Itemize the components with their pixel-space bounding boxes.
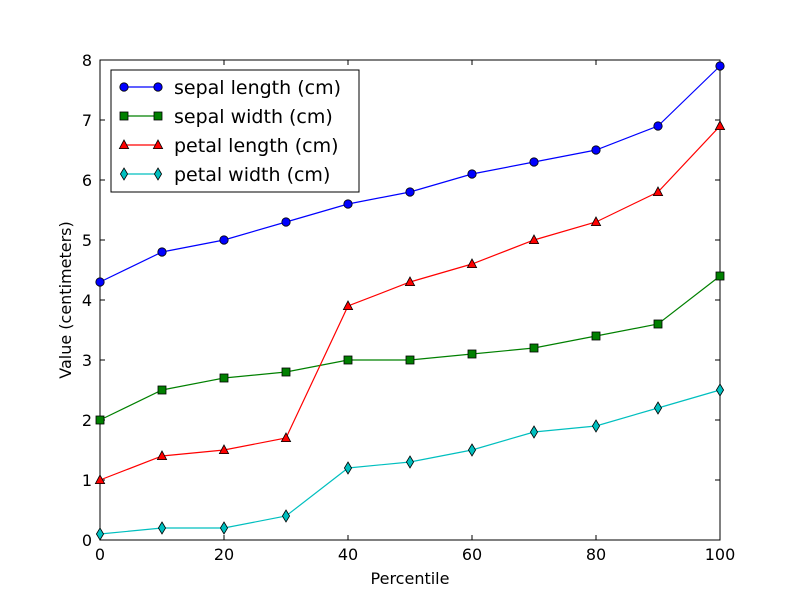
y-tick-label: 7 — [82, 111, 92, 130]
series-group — [94, 61, 726, 541]
data-point — [591, 145, 601, 155]
data-point — [343, 461, 353, 475]
series-diamond — [95, 383, 725, 541]
data-point — [715, 271, 725, 281]
data-point — [591, 331, 601, 341]
data-point — [467, 349, 477, 359]
data-point — [529, 425, 539, 439]
data-point — [405, 187, 415, 197]
legend-entry: sepal width (cm) — [119, 106, 333, 128]
data-point — [405, 455, 415, 469]
x-tick-label: 60 — [462, 545, 482, 564]
legend-marker — [119, 82, 129, 92]
legend-label: sepal width (cm) — [174, 106, 333, 128]
data-point — [281, 509, 291, 523]
data-point — [715, 61, 725, 71]
legend-marker — [153, 82, 163, 92]
legend-marker — [152, 139, 164, 150]
data-point — [652, 186, 664, 197]
data-point — [529, 343, 539, 353]
y-tick-label: 2 — [82, 411, 92, 430]
data-point — [343, 355, 353, 365]
data-point — [467, 443, 477, 457]
x-tick-label: 20 — [214, 545, 234, 564]
y-tick-label: 4 — [82, 291, 92, 310]
axis-ticks: 0 20 40 60 80 100 0 1 2 3 4 5 6 7 8 — [82, 51, 735, 564]
data-point — [529, 157, 539, 167]
data-point — [653, 401, 663, 415]
data-point — [653, 121, 663, 131]
legend-marker — [119, 167, 129, 181]
y-tick-label: 0 — [82, 531, 92, 550]
legend-marker — [153, 111, 163, 121]
data-point — [467, 169, 477, 179]
legend-label: petal length (cm) — [174, 135, 339, 157]
data-point — [653, 319, 663, 329]
y-tick-label: 3 — [82, 351, 92, 370]
data-point — [95, 415, 105, 425]
data-point — [466, 258, 478, 269]
x-tick-label: 100 — [705, 545, 736, 564]
data-point — [715, 383, 725, 397]
x-axis-title: Percentile — [371, 569, 450, 588]
series-square — [95, 271, 725, 425]
legend-marker — [118, 139, 130, 150]
data-point — [280, 432, 292, 443]
data-point — [94, 474, 106, 485]
data-point — [95, 277, 105, 287]
y-tick-label: 6 — [82, 171, 92, 190]
data-point — [404, 276, 416, 287]
legend-label: petal width (cm) — [174, 164, 330, 186]
data-point — [405, 355, 415, 365]
data-point — [219, 521, 229, 535]
legend-entry: petal width (cm) — [119, 164, 330, 186]
x-tick-label: 0 — [95, 545, 105, 564]
legend-box — [110, 69, 360, 193]
data-point — [218, 444, 230, 455]
data-point — [219, 373, 229, 383]
legend-marker — [119, 111, 129, 121]
data-point — [281, 367, 291, 377]
legend: sepal length (cm) sepal width (cm) petal l… — [110, 69, 360, 193]
data-point — [281, 217, 291, 227]
legend-entry: sepal length (cm) — [119, 77, 341, 99]
data-point — [343, 199, 353, 209]
y-axis-title: Value (centimeters) — [56, 221, 75, 378]
data-point — [528, 234, 540, 245]
data-point — [591, 419, 601, 433]
legend-label: sepal length (cm) — [174, 77, 341, 99]
y-tick-label: 1 — [82, 471, 92, 490]
legend-marker — [153, 167, 163, 181]
series-circle — [95, 61, 725, 287]
data-point — [219, 235, 229, 245]
data-point — [714, 120, 726, 131]
x-tick-label: 80 — [586, 545, 606, 564]
legend-entry: petal length (cm) — [118, 135, 339, 157]
x-tick-label: 40 — [338, 545, 358, 564]
y-tick-label: 8 — [82, 51, 92, 70]
data-point — [156, 450, 168, 461]
data-point — [342, 300, 354, 311]
data-point — [157, 521, 167, 535]
data-point — [590, 216, 602, 227]
data-point — [157, 385, 167, 395]
data-point — [95, 527, 105, 541]
data-point — [157, 247, 167, 257]
y-tick-label: 5 — [82, 231, 92, 250]
series-triangle — [94, 120, 726, 485]
